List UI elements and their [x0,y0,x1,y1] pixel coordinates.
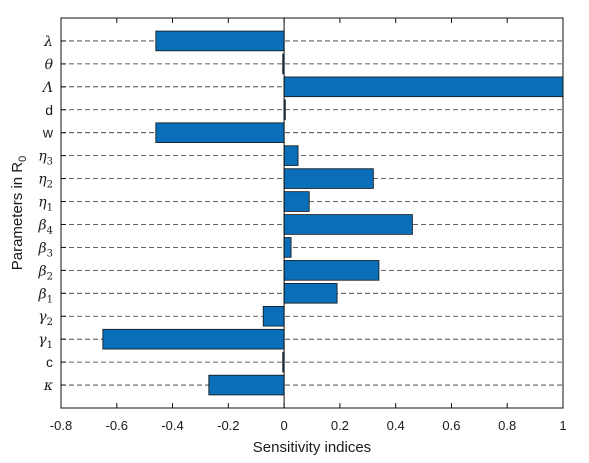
y-category-subscript: 1 [47,340,53,351]
y-category-label: γ1 [38,332,53,351]
y-category-base: η [38,149,47,165]
plot-frame [60,17,564,409]
y-category-base: θ [45,57,54,73]
bar [283,237,292,258]
y-category-label: Λ [41,80,53,96]
x-ticks: -0.8 -0.6 -0.4 -0.2 0 0.2 0.4 0.6 0.8 1 [50,18,567,433]
bar [283,214,413,235]
x-axis-title: Sensitivity indices [253,439,371,456]
bar [102,328,285,350]
bar [155,30,285,52]
y-category-base: λ [43,34,53,50]
bar [283,76,564,98]
x-tick-label: -0.2 [217,418,239,433]
y-category-subscript: 4 [47,225,53,236]
y-category-base: κ [43,378,53,394]
grid-lines [61,40,563,386]
x-tick-label: 0 [280,418,287,433]
x-tick-label: 0.4 [387,418,405,433]
x-tick-label: 0.2 [331,418,349,433]
y-category-label: κ [43,378,53,394]
y-category-base: c [46,354,53,370]
y-category-base: d [45,102,53,118]
bar [283,145,299,166]
y-category-label: θ [45,57,54,73]
y-category-base: β [38,286,47,302]
x-tick-label: -0.4 [161,418,183,433]
y-category-subscript: 2 [47,317,53,328]
x-tick-label: -0.8 [50,418,72,433]
bar [155,122,285,143]
y-category-label: η2 [38,172,53,191]
y-category-base: η [38,172,47,188]
y-category-label: c [46,354,53,370]
y-category-base: β [38,263,47,279]
y-category-base: γ [38,309,47,325]
y-category-label: β1 [38,286,53,305]
y-category-base: Λ [41,80,53,96]
y-category-base: β [38,217,47,233]
y-category-subscript: 3 [47,157,53,168]
y-category-label: β4 [38,217,53,236]
y-axis-title-subscript: 0 [17,156,29,162]
y-category-subscript: 2 [47,271,53,282]
y-category-label: η1 [38,195,53,214]
x-tick-label: -0.6 [106,418,128,433]
y-category-label: d [45,102,53,118]
y-category-subscript: 1 [47,203,53,214]
bar [262,305,285,327]
bars [102,30,564,396]
y-category-label: β3 [38,240,53,259]
x-tick-label: 1 [559,418,566,433]
bar [208,374,285,396]
y-category-label: β2 [38,263,53,282]
y-category-subscript: 3 [47,248,53,259]
y-category-label: γ2 [38,309,53,328]
y-axis-title: Parameters in R0 [9,156,29,271]
y-category-base: β [38,240,47,256]
bar [283,260,380,281]
y-category-label: λ [43,34,53,50]
y-axis-title-text: Parameters in R [9,162,26,271]
y-category-base: η [38,195,47,211]
bar [283,283,338,304]
bar [283,191,310,212]
y-category-label: w [42,125,54,141]
y-category-base: γ [38,332,47,348]
bar [283,168,374,189]
x-tick-label: 0.8 [498,418,516,433]
y-category-label: η3 [38,149,53,168]
y-category-base: w [42,125,54,141]
y-category-subscript: 1 [47,294,53,305]
x-tick-label: 0.6 [442,418,460,433]
y-category-subscript: 2 [47,180,53,191]
